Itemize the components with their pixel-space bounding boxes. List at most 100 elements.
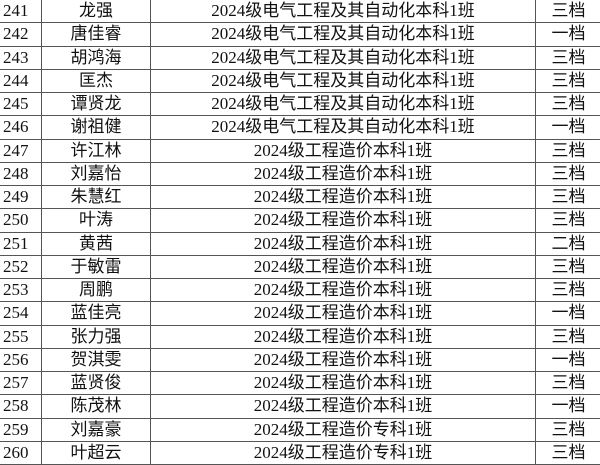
table-row: 248 刘嘉怡 2024级工程造价本科1班 三档	[0, 161, 600, 187]
student-name-cell: 黄茜	[41, 231, 151, 256]
class-name-cell: 2024级电气工程及其自动化本科1班	[150, 0, 536, 24]
row-number-cell: 246	[0, 115, 42, 140]
row-number-cell: 244	[0, 68, 42, 94]
class-name-cell: 2024级工程造价本科1班	[150, 324, 536, 349]
grade-level-cell: 三档	[535, 277, 600, 303]
grade-level-cell: 一档	[535, 347, 600, 373]
row-number-cell: 248	[0, 161, 42, 187]
table-row: 255 张力强 2024级工程造价本科1班 三档	[0, 324, 600, 349]
grade-level-cell: 三档	[535, 208, 600, 233]
row-number-cell: 260	[0, 440, 42, 465]
table-row: 249 朱慧红 2024级工程造价本科1班 三档	[0, 184, 600, 210]
row-number-cell: 251	[0, 231, 42, 256]
table-row: 254 蓝佳亮 2024级工程造价本科1班 一档	[0, 301, 600, 326]
table-row: 250 叶涛 2024级工程造价本科1班 三档	[0, 208, 600, 233]
class-name-cell: 2024级电气工程及其自动化本科1班	[150, 45, 536, 70]
table-row: 259 刘嘉豪 2024级工程造价专科1班 三档	[0, 417, 600, 442]
row-number-cell: 250	[0, 208, 42, 233]
class-name-cell: 2024级工程造价本科1班	[150, 231, 536, 256]
student-name-cell: 贺淇雯	[41, 347, 151, 373]
row-number-cell: 257	[0, 370, 42, 396]
student-name-cell: 蓝贤俊	[41, 370, 151, 396]
student-name-cell: 朱慧红	[41, 184, 151, 210]
student-name-cell: 龙强	[41, 0, 151, 24]
table-row: 242 唐佳睿 2024级电气工程及其自动化本科1班 一档	[0, 22, 600, 47]
grade-level-cell: 二档	[535, 231, 600, 256]
class-name-cell: 2024级工程造价本科1班	[150, 161, 536, 187]
student-name-cell: 周鹏	[41, 277, 151, 303]
class-name-cell: 2024级电气工程及其自动化本科1班	[150, 22, 536, 47]
student-name-cell: 刘嘉怡	[41, 161, 151, 187]
table-row: 257 蓝贤俊 2024级工程造价本科1班 三档	[0, 370, 600, 396]
grade-level-cell: 三档	[535, 161, 600, 187]
table-row: 246 谢祖健 2024级电气工程及其自动化本科1班 一档	[0, 115, 600, 140]
row-number-cell: 249	[0, 184, 42, 210]
grade-level-cell: 一档	[535, 301, 600, 326]
row-number-cell: 247	[0, 138, 42, 163]
grade-level-cell: 三档	[535, 370, 600, 396]
class-name-cell: 2024级工程造价本科1班	[150, 277, 536, 303]
grade-level-cell: 三档	[535, 45, 600, 70]
student-name-cell: 谭贤龙	[41, 91, 151, 117]
row-number-cell: 241	[0, 0, 42, 24]
grade-level-cell: 三档	[535, 440, 600, 465]
row-number-cell: 256	[0, 347, 42, 373]
student-name-cell: 蓝佳亮	[41, 301, 151, 326]
class-name-cell: 2024级工程造价本科1班	[150, 370, 536, 396]
table-row: 247 许江林 2024级工程造价本科1班 三档	[0, 138, 600, 163]
class-name-cell: 2024级工程造价本科1班	[150, 254, 536, 280]
grade-level-cell: 三档	[535, 138, 600, 163]
class-name-cell: 2024级工程造价本科1班	[150, 184, 536, 210]
table-row: 245 谭贤龙 2024级电气工程及其自动化本科1班 三档	[0, 91, 600, 117]
class-name-cell: 2024级电气工程及其自动化本科1班	[150, 115, 536, 140]
grade-level-cell: 三档	[535, 324, 600, 349]
table-row: 256 贺淇雯 2024级工程造价本科1班 一档	[0, 347, 600, 373]
table-row: 244 匡杰 2024级电气工程及其自动化本科1班 三档	[0, 68, 600, 94]
row-number-cell: 243	[0, 45, 42, 70]
student-name-cell: 陈茂林	[41, 394, 151, 419]
student-name-cell: 谢祖健	[41, 115, 151, 140]
row-number-cell: 259	[0, 417, 42, 442]
class-name-cell: 2024级工程造价专科1班	[150, 440, 536, 465]
grade-level-cell: 一档	[535, 22, 600, 47]
student-name-cell: 许江林	[41, 138, 151, 163]
grade-level-cell: 三档	[535, 417, 600, 442]
row-number-cell: 253	[0, 277, 42, 303]
grade-level-cell: 三档	[535, 91, 600, 117]
grade-level-cell: 一档	[535, 394, 600, 419]
class-name-cell: 2024级工程造价本科1班	[150, 394, 536, 419]
class-name-cell: 2024级电气工程及其自动化本科1班	[150, 68, 536, 94]
class-name-cell: 2024级工程造价本科1班	[150, 138, 536, 163]
table-row: 258 陈茂林 2024级工程造价本科1班 一档	[0, 394, 600, 419]
grade-level-cell: 三档	[535, 184, 600, 210]
student-name-cell: 唐佳睿	[41, 22, 151, 47]
table-row: 241 龙强 2024级电气工程及其自动化本科1班 三档	[0, 0, 600, 24]
class-name-cell: 2024级工程造价本科1班	[150, 208, 536, 233]
student-name-cell: 胡鸿海	[41, 45, 151, 70]
row-number-cell: 252	[0, 254, 42, 280]
table-row: 260 叶超云 2024级工程造价专科1班 三档	[0, 440, 600, 465]
row-number-cell: 242	[0, 22, 42, 47]
grade-level-cell: 三档	[535, 0, 600, 24]
class-name-cell: 2024级工程造价本科1班	[150, 301, 536, 326]
table-row: 251 黄茜 2024级工程造价本科1班 二档	[0, 231, 600, 256]
table-row: 243 胡鸿海 2024级电气工程及其自动化本科1班 三档	[0, 45, 600, 70]
class-name-cell: 2024级电气工程及其自动化本科1班	[150, 91, 536, 117]
row-number-cell: 255	[0, 324, 42, 349]
row-number-cell: 254	[0, 301, 42, 326]
row-number-cell: 245	[0, 91, 42, 117]
student-name-cell: 张力强	[41, 324, 151, 349]
table-row: 252 于敏雷 2024级工程造价本科1班 三档	[0, 254, 600, 280]
table-row: 253 周鹏 2024级工程造价本科1班 三档	[0, 277, 600, 303]
row-number-cell: 258	[0, 394, 42, 419]
grade-level-cell: 三档	[535, 68, 600, 94]
student-name-cell: 于敏雷	[41, 254, 151, 280]
class-name-cell: 2024级工程造价专科1班	[150, 417, 536, 442]
student-name-cell: 叶涛	[41, 208, 151, 233]
class-name-cell: 2024级工程造价本科1班	[150, 347, 536, 373]
grade-level-cell: 三档	[535, 254, 600, 280]
student-name-cell: 叶超云	[41, 440, 151, 465]
student-name-cell: 刘嘉豪	[41, 417, 151, 442]
